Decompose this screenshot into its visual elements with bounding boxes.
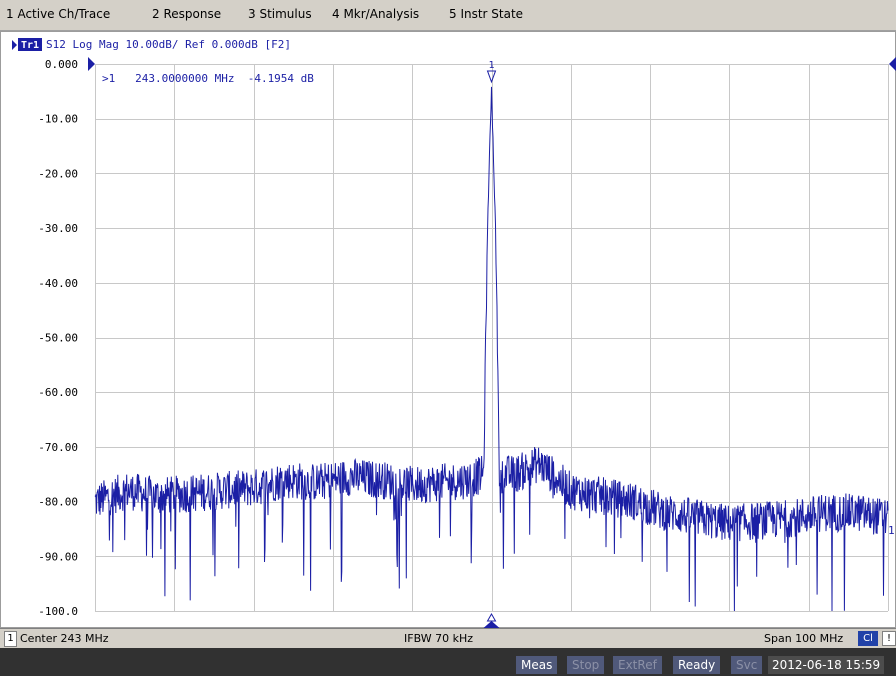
indicator-ready: Ready [673,656,721,674]
stimulus-marker-icon [483,621,500,628]
menu-stimulus[interactable]: 3 Stimulus [248,7,312,21]
y-tick-label: -30.00 [38,222,78,235]
center-frequency[interactable]: Center 243 MHz [20,632,109,645]
span-frequency[interactable]: Span 100 MHz [764,632,844,645]
menu-response[interactable]: 2 Response [152,7,222,21]
reference-left-arrow-icon[interactable] [88,57,95,71]
y-tick-label: -100.0 [38,605,78,618]
channel-number[interactable]: 1 [4,631,17,647]
ifbw[interactable]: IFBW 70 kHz [404,632,474,645]
trace-plot: 0.000 -10.00 -20.00 -30.00 -40.00 -50.00 -60.0… [12,38,896,628]
menu-active-ch-trace[interactable]: 1 Active Ch/Trace [6,7,111,21]
y-tick-label: 0.000 [45,58,78,71]
y-tick-label: -60.00 [38,386,78,399]
indicator-stop: Stop [567,656,605,674]
indicator-svc: Svc [731,656,763,674]
right-edge-marker-label: 1 [888,524,895,537]
reference-right-arrow-icon[interactable] [889,57,896,71]
trace-line [94,86,889,612]
channel-status-bar: 1 Center 243 MHz IFBW 70 kHz Span 100 MH… [0,628,896,648]
menu-bar: 1 Active Ch/Trace 2 Response 3 Stimulus … [0,0,896,31]
y-tick-label: -90.00 [38,550,78,563]
y-tick-label: -50.00 [38,332,78,345]
trace-badge-label: Tr1 [21,40,39,51]
marker-1-symbol[interactable]: 1 [486,60,497,84]
active-trace-arrow-icon [12,40,17,50]
menu-instr-state[interactable]: 5 Instr State [449,7,524,21]
stimulus-marker[interactable] [483,612,500,628]
y-tick-label: -70.00 [38,441,78,454]
stimulus-marker-outline-icon [486,612,497,622]
y-tick-label: -10.00 [38,113,78,126]
indicator-extref: ExtRef [613,656,662,674]
y-tick-label: -20.00 [38,167,78,180]
status-edge-badge: ! [882,631,896,646]
indicator-meas: Meas [516,656,558,674]
marker-number: 1 [488,60,494,71]
cal-status-badge: Cl [858,631,878,646]
y-tick-label: -80.00 [38,496,78,509]
marker-readout: >1 243.0000000 MHz -4.1954 dB [102,72,314,85]
marker-triangle-icon [486,70,497,84]
y-tick-label: -40.00 [38,277,78,290]
trace-badge[interactable] [18,38,42,51]
chart-window [0,31,896,628]
trace-header-text: S12 Log Mag 10.00dB/ Ref 0.000dB [F2] [46,38,291,51]
menu-mkr-analysis[interactable]: 4 Mkr/Analysis [332,7,420,21]
instrument-status-bar: Meas Stop ExtRef Ready Svc 2012-06-18 15… [0,648,896,676]
datetime: 2012-06-18 15:59 [768,656,885,674]
